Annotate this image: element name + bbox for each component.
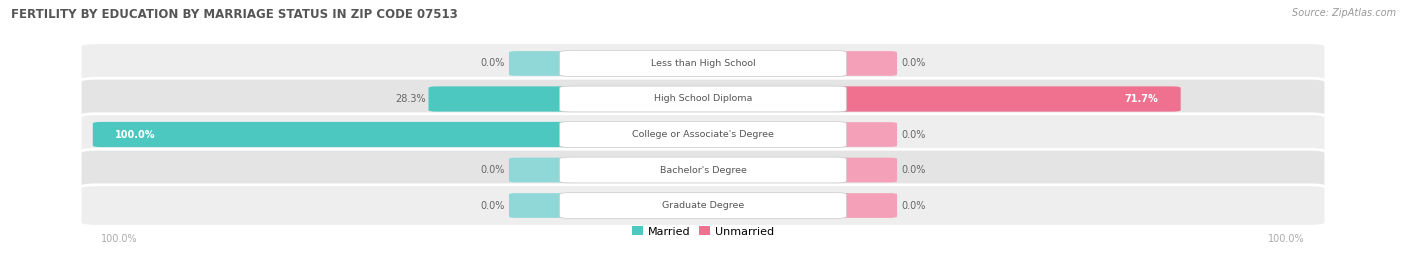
- Text: Bachelor's Degree: Bachelor's Degree: [659, 165, 747, 175]
- Text: 0.0%: 0.0%: [481, 200, 505, 211]
- Text: 28.3%: 28.3%: [395, 94, 426, 104]
- Text: 100.0%: 100.0%: [101, 234, 138, 244]
- Text: High School Diploma: High School Diploma: [654, 94, 752, 104]
- FancyBboxPatch shape: [560, 51, 846, 76]
- FancyBboxPatch shape: [830, 122, 897, 147]
- FancyBboxPatch shape: [509, 51, 576, 76]
- Text: 100.0%: 100.0%: [115, 129, 156, 140]
- FancyBboxPatch shape: [80, 78, 1326, 120]
- FancyBboxPatch shape: [560, 86, 846, 112]
- FancyBboxPatch shape: [830, 51, 897, 76]
- Text: 100.0%: 100.0%: [1268, 234, 1305, 244]
- Text: 0.0%: 0.0%: [901, 58, 925, 69]
- Text: 0.0%: 0.0%: [481, 165, 505, 175]
- FancyBboxPatch shape: [560, 122, 846, 147]
- FancyBboxPatch shape: [560, 157, 846, 183]
- Text: 0.0%: 0.0%: [901, 129, 925, 140]
- Text: College or Associate's Degree: College or Associate's Degree: [633, 130, 773, 139]
- FancyBboxPatch shape: [830, 193, 897, 218]
- FancyBboxPatch shape: [80, 114, 1326, 155]
- FancyBboxPatch shape: [429, 86, 578, 112]
- Text: 0.0%: 0.0%: [901, 165, 925, 175]
- FancyBboxPatch shape: [80, 149, 1326, 191]
- Text: 71.7%: 71.7%: [1125, 94, 1159, 104]
- FancyBboxPatch shape: [80, 43, 1326, 84]
- Text: Source: ZipAtlas.com: Source: ZipAtlas.com: [1292, 8, 1396, 18]
- Text: 0.0%: 0.0%: [901, 200, 925, 211]
- FancyBboxPatch shape: [830, 158, 897, 182]
- FancyBboxPatch shape: [93, 122, 578, 147]
- Text: Graduate Degree: Graduate Degree: [662, 201, 744, 210]
- FancyBboxPatch shape: [509, 193, 576, 218]
- Text: FERTILITY BY EDUCATION BY MARRIAGE STATUS IN ZIP CODE 07513: FERTILITY BY EDUCATION BY MARRIAGE STATU…: [11, 8, 458, 21]
- FancyBboxPatch shape: [560, 193, 846, 218]
- FancyBboxPatch shape: [828, 86, 1181, 112]
- Text: 0.0%: 0.0%: [481, 58, 505, 69]
- FancyBboxPatch shape: [80, 185, 1326, 226]
- FancyBboxPatch shape: [509, 158, 576, 182]
- Legend: Married, Unmarried: Married, Unmarried: [633, 226, 773, 236]
- Text: Less than High School: Less than High School: [651, 59, 755, 68]
